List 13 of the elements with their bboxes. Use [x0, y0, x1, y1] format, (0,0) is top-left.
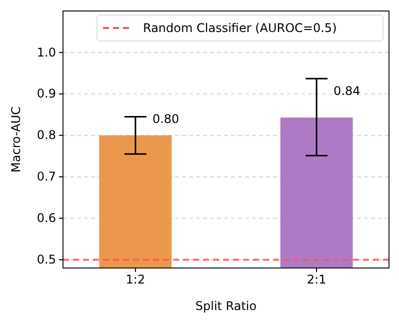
data-label: 0.84 — [334, 84, 360, 98]
y-tick-label: 0.7 — [36, 170, 56, 184]
y-tick-label: 1.0 — [36, 45, 56, 60]
x-tick-label: 1:2 — [126, 272, 146, 287]
y-tick-label: 0.5 — [36, 252, 56, 267]
y-tick-label: 0.9 — [36, 86, 56, 101]
y-axis-title: Macro-AUC — [9, 106, 23, 172]
y-tick-label: 0.6 — [36, 211, 56, 226]
legend-label: Random Classifier (AUROC=0.5) — [143, 21, 337, 35]
y-tick-label: 0.8 — [36, 128, 56, 142]
data-label: 0.80 — [152, 112, 180, 126]
x-tick-label: 2:1 — [306, 272, 326, 287]
x-axis-title: Split Ratio — [195, 299, 257, 313]
